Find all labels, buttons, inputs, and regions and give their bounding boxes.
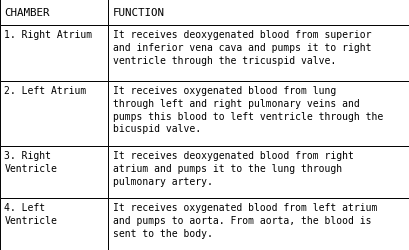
Bar	[108, 198, 409, 250]
Bar	[108, 146, 409, 198]
Text: 4. Left
Ventricle: 4. Left Ventricle	[4, 202, 57, 225]
Bar	[0, 198, 108, 250]
Text: It receives oxygenated blood from left atrium
and pumps to aorta. From aorta, th: It receives oxygenated blood from left a…	[113, 202, 377, 238]
Bar	[108, 0, 409, 26]
Text: It receives deoxygenated blood from superior
and inferior vena cava and pumps it: It receives deoxygenated blood from supe…	[113, 30, 371, 65]
Text: It receives oxygenated blood from lung
through left and right pulmonary veins an: It receives oxygenated blood from lung t…	[113, 86, 383, 134]
Bar	[108, 82, 409, 146]
Bar	[0, 0, 108, 26]
Text: 1. Right Atrium: 1. Right Atrium	[4, 30, 92, 40]
Bar	[0, 146, 108, 198]
Text: FUNCTION: FUNCTION	[113, 8, 165, 18]
Bar	[108, 26, 409, 82]
Bar	[0, 26, 108, 82]
Text: CHAMBER: CHAMBER	[4, 8, 50, 18]
Text: 2. Left Atrium: 2. Left Atrium	[4, 86, 87, 96]
Text: 3. Right
Ventricle: 3. Right Ventricle	[4, 150, 57, 173]
Text: It receives deoxygenated blood from right
atrium and pumps it to the lung throug: It receives deoxygenated blood from righ…	[113, 150, 354, 186]
Bar	[0, 82, 108, 146]
